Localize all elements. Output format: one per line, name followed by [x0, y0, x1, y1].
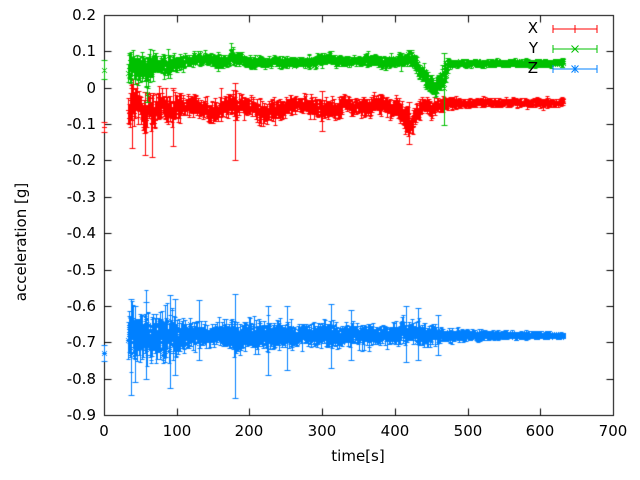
y-tick-label: -0.9 [66, 406, 96, 424]
y-tick-label: 0.2 [72, 6, 96, 24]
x-axis-label: time[s] [331, 447, 385, 465]
legend-entry-x: X [500, 20, 598, 37]
x-tick-label: 400 [380, 422, 410, 440]
y-axis-label: acceleration [g] [12, 182, 30, 302]
x-tick-label: 0 [99, 422, 109, 440]
legend-entry-y: Y [500, 40, 598, 57]
y-tick-label: -0.6 [66, 297, 96, 315]
y-tick-label: -0.4 [66, 224, 96, 242]
x-tick-label: 700 [598, 422, 628, 440]
legend-label-x: X [527, 19, 538, 37]
legend-label-z: Z [527, 59, 538, 77]
legend-label-y: Y [528, 39, 538, 57]
y-tick-label: -0.2 [66, 151, 96, 169]
y-tick-label: 0.1 [72, 42, 96, 60]
y-tick-label: -0.3 [66, 188, 96, 206]
y-tick-label: -0.5 [66, 261, 96, 279]
legend-sample-y-errorbar [552, 44, 598, 53]
legend-entry-z: Z [500, 60, 598, 77]
x-tick-label: 600 [525, 422, 555, 440]
legend-sample-x-errorbar [552, 24, 598, 33]
x-tick-label: 100 [162, 422, 192, 440]
x-tick-label: 500 [453, 422, 483, 440]
x-tick-label: 300 [307, 422, 337, 440]
y-tick-label: 0 [86, 79, 96, 97]
x-tick-label: 200 [234, 422, 264, 440]
y-tick-label: -0.8 [66, 370, 96, 388]
legend-sample-z-errorbar [552, 64, 598, 73]
y-tick-label: -0.7 [66, 333, 96, 351]
y-tick-label: -0.1 [66, 115, 96, 133]
